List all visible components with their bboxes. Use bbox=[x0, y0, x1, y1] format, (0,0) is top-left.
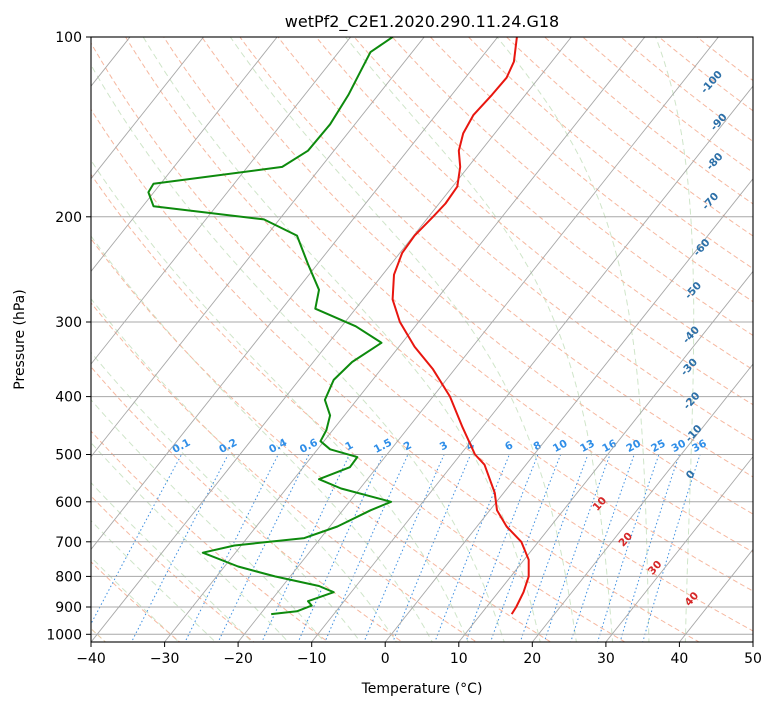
mixing-ratio-line bbox=[489, 454, 562, 642]
mixing-ratio-line bbox=[297, 454, 384, 642]
isotherm-line bbox=[91, 37, 278, 273]
mixing-ratio-line bbox=[642, 454, 701, 642]
x-tick-label: 10 bbox=[450, 651, 468, 667]
dry-adiabat-line bbox=[429, 37, 753, 303]
moist-adiabat-line bbox=[91, 519, 217, 642]
isotherm-line bbox=[605, 455, 753, 642]
dry-adiabat-line bbox=[91, 108, 700, 642]
y-tick-label: 800 bbox=[55, 569, 82, 585]
dry-adiabat-line bbox=[125, 37, 753, 592]
dewpoint-line bbox=[147, 37, 394, 616]
y-tick-label: 600 bbox=[55, 495, 82, 511]
isotherm-line bbox=[91, 37, 572, 642]
x-tick-label: 0 bbox=[381, 651, 390, 667]
dry-adiabat-line bbox=[163, 37, 753, 553]
isotherm-line bbox=[237, 37, 719, 642]
moist-adiabat-line bbox=[91, 482, 253, 642]
y-tick-label: 500 bbox=[55, 448, 82, 464]
x-axis-label: Temperature (°C) bbox=[361, 681, 483, 697]
dry-adiabat-line bbox=[91, 302, 478, 642]
x-tick-label: 30 bbox=[597, 651, 615, 667]
mixing-ratio-line bbox=[261, 454, 350, 642]
x-tick-label: −40 bbox=[76, 651, 106, 667]
temperature-line bbox=[391, 37, 530, 615]
y-tick-label: 1000 bbox=[46, 627, 82, 643]
y-tick-label: 300 bbox=[55, 315, 82, 331]
y-tick-label: 200 bbox=[55, 210, 82, 226]
dry-adiabat-line bbox=[277, 37, 753, 442]
isotherm-line bbox=[531, 363, 753, 642]
isotherm-line bbox=[91, 37, 205, 180]
y-tick-label: 400 bbox=[55, 390, 82, 406]
mixing-ratio-line bbox=[570, 454, 635, 642]
dry-adiabat-line bbox=[91, 430, 329, 642]
dry-adiabat-line bbox=[91, 561, 181, 642]
moist-adiabat-line bbox=[91, 64, 505, 642]
y-tick-label: 100 bbox=[55, 30, 82, 46]
moist-adiabat-line bbox=[91, 235, 433, 642]
dry-adiabat-line bbox=[391, 37, 753, 336]
x-tick-label: 50 bbox=[744, 651, 762, 667]
x-tick-label: 40 bbox=[670, 651, 688, 667]
dry-adiabat-line bbox=[91, 366, 404, 642]
dry-adiabat-line bbox=[91, 237, 552, 642]
mixing-ratio-line bbox=[434, 454, 510, 642]
moist-adiabat-line bbox=[91, 297, 398, 642]
dry-adiabat-line bbox=[91, 42, 753, 632]
mixing-ratio-line bbox=[619, 454, 680, 642]
moist-adiabat-line bbox=[91, 556, 180, 642]
chart-title: wetPf2_C2E1.2020.290.11.24.G18 bbox=[285, 12, 559, 32]
moist-adiabat-line bbox=[229, 37, 577, 642]
dry-adiabat-line bbox=[239, 37, 753, 478]
x-tick-label: −30 bbox=[150, 651, 180, 667]
y-tick-label: 700 bbox=[55, 535, 82, 551]
dry-adiabat-line bbox=[91, 495, 255, 642]
isotherm-line bbox=[91, 37, 499, 551]
x-tick-label: 20 bbox=[523, 651, 541, 667]
isotherm-line bbox=[384, 178, 753, 642]
isotherm-line bbox=[91, 37, 425, 458]
moist-adiabat-line bbox=[496, 37, 650, 642]
dry-adiabat-line bbox=[201, 37, 753, 515]
moist-adiabat-line bbox=[655, 37, 695, 642]
plot-frame bbox=[90, 36, 754, 643]
mixing-ratio-line bbox=[597, 454, 660, 642]
mixing-ratio-line bbox=[465, 454, 539, 642]
y-axis-label: Pressure (hPa) bbox=[12, 289, 28, 389]
moist-adiabat-line bbox=[91, 442, 289, 642]
y-tick-label: 900 bbox=[55, 600, 82, 616]
moist-adiabat-line bbox=[345, 37, 614, 642]
isotherm-line bbox=[163, 37, 646, 642]
dry-adiabat-line bbox=[91, 173, 626, 642]
x-tick-label: −20 bbox=[223, 651, 253, 667]
mixing-ratio-line bbox=[130, 454, 229, 642]
isotherm-line bbox=[458, 270, 753, 642]
isotherm-line bbox=[311, 85, 753, 642]
moist-adiabat-line bbox=[91, 159, 469, 642]
isotherm-line bbox=[91, 37, 352, 365]
x-tick-label: −10 bbox=[297, 651, 327, 667]
